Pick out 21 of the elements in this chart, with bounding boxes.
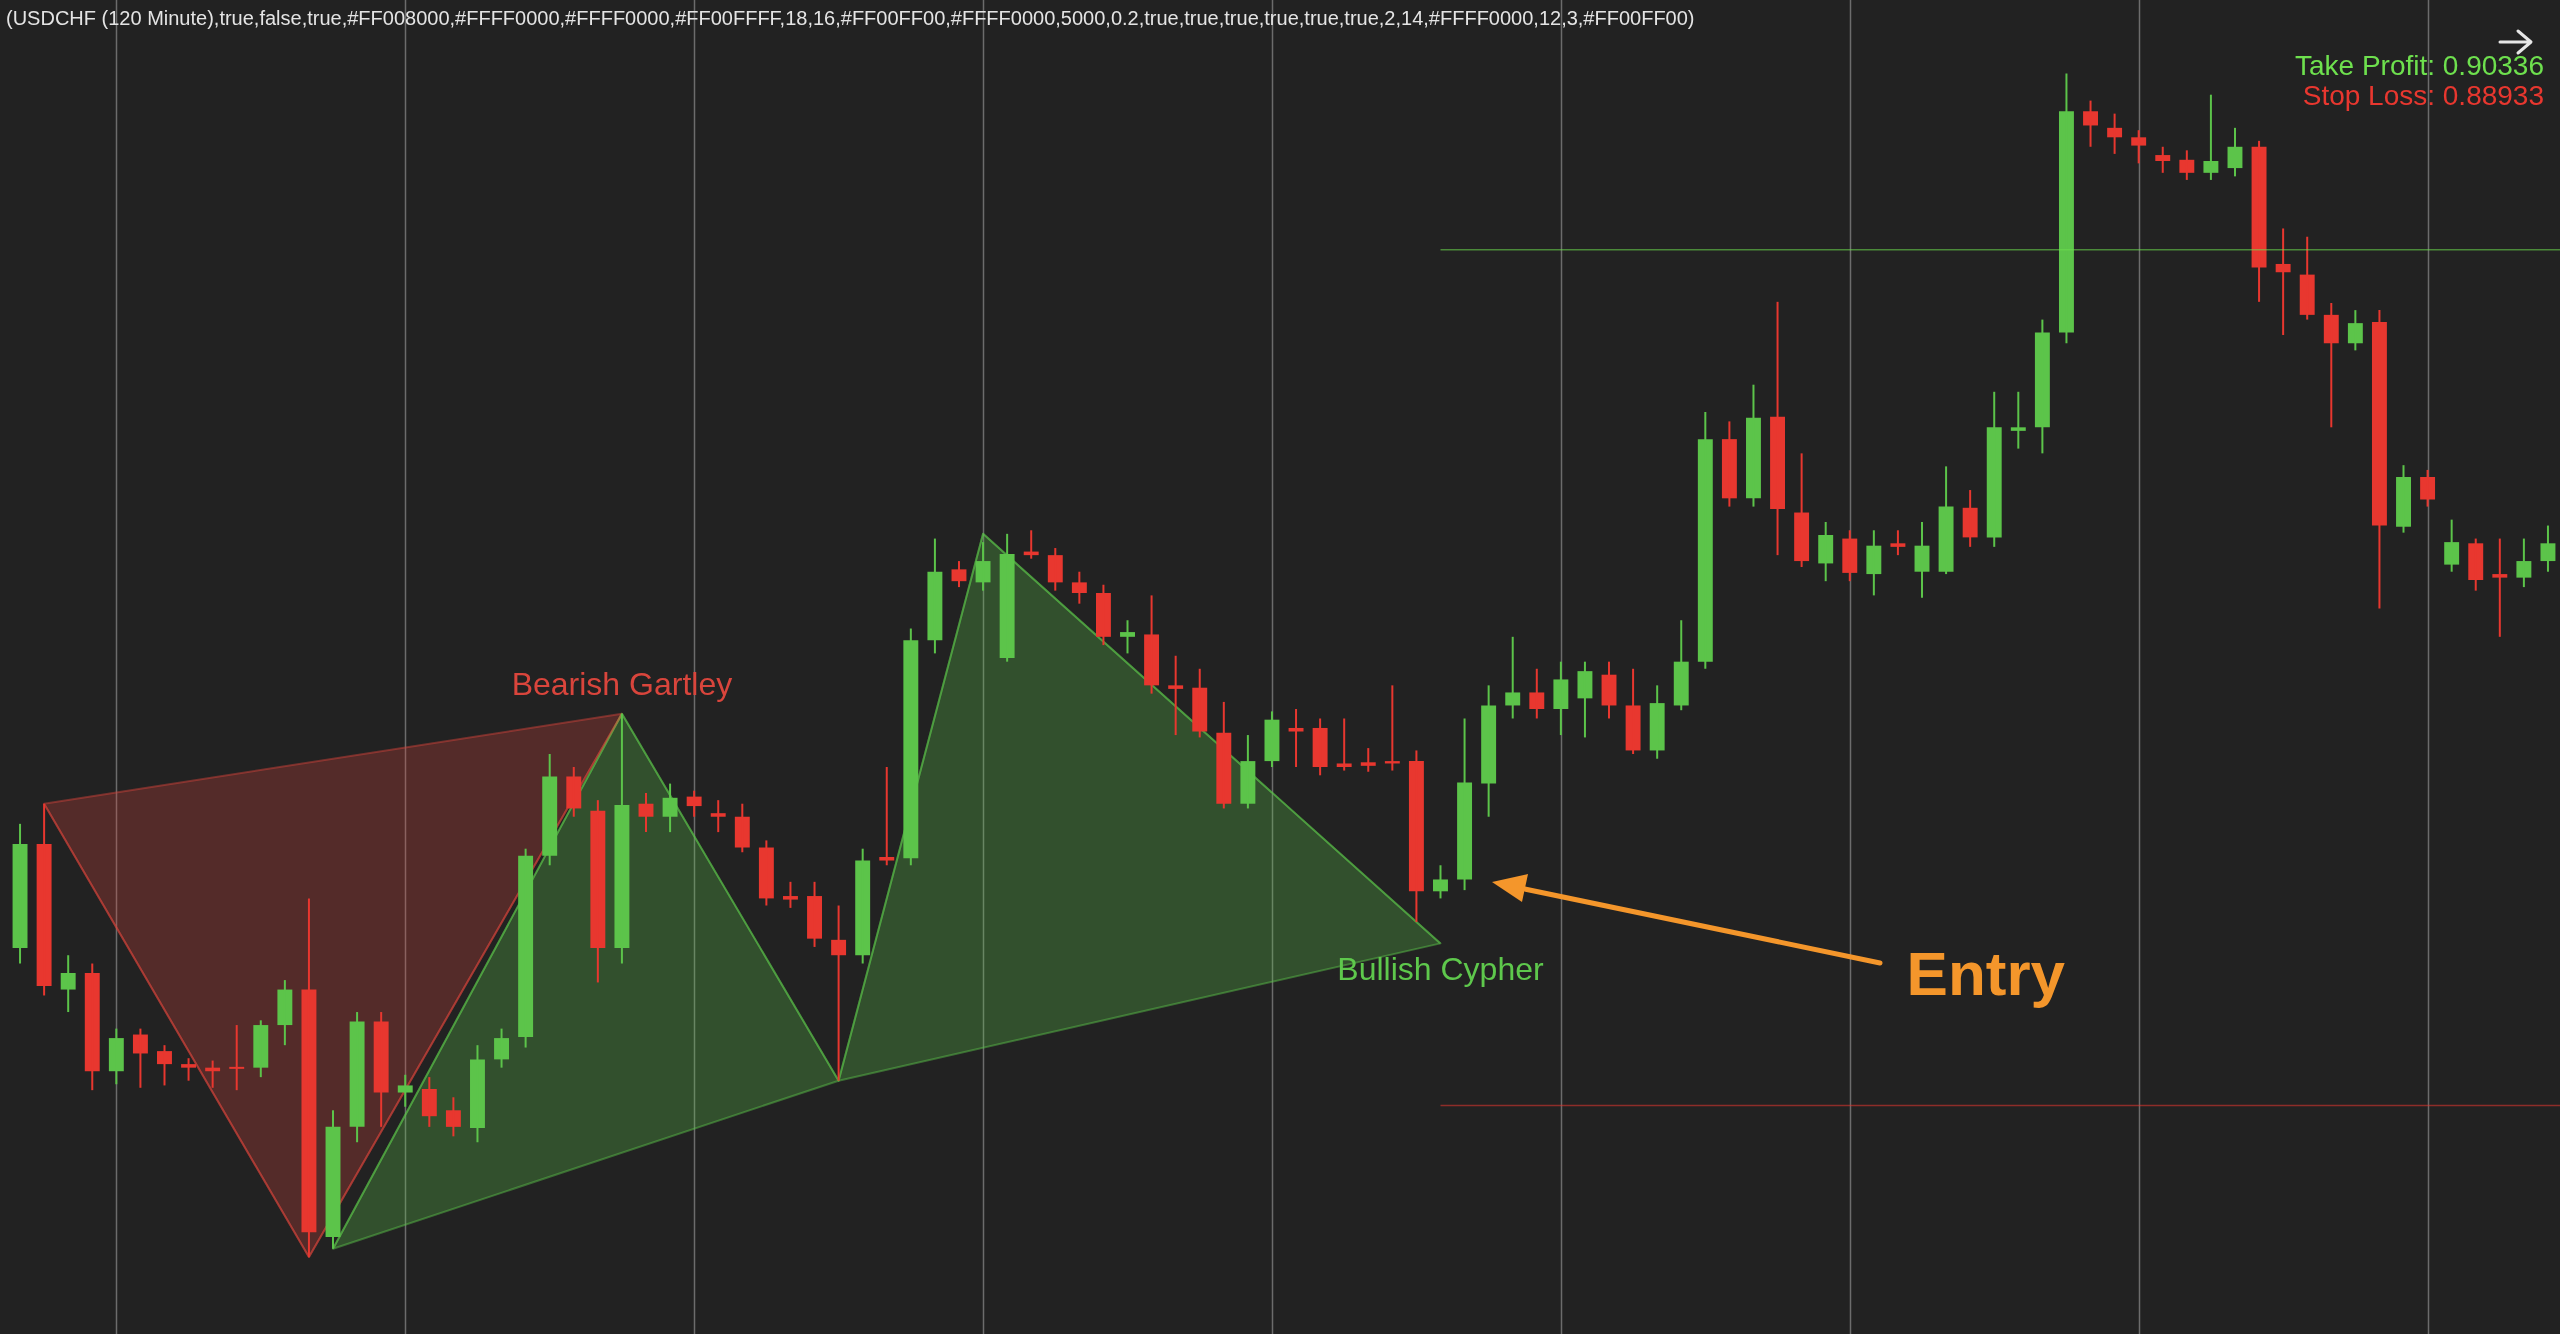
candlestick	[1890, 529, 1906, 557]
chart-title: (USDCHF (120 Minute),true,false,true,#FF008000,#FFFF0000,#FFFF0000,#FF00FFFF,18,16,#FF00FF00,#FFFF0000,5000,0.2,true,true,true,true,true,true,2,14,#FFFF0000,12,3,#FF00FF00)	[6, 6, 1695, 29]
candlestick	[1120, 619, 1135, 655]
candlestick	[1360, 747, 1376, 773]
annotation: Entry	[1906, 938, 2066, 1008]
annotation: Bullish Cypher	[1337, 951, 1544, 988]
candlestick	[1336, 717, 1352, 772]
candlestick	[181, 1057, 197, 1082]
candlestick	[879, 766, 895, 867]
candlestick	[397, 1073, 413, 1108]
annotation: Stop Loss: 0.88933	[2302, 79, 2544, 111]
annotation: Take Profit: 0.90336	[2294, 49, 2544, 81]
candlestick	[1288, 708, 1304, 769]
annotation: Bearish Gartley	[511, 665, 733, 702]
candlestick	[710, 799, 726, 834]
candlestick	[2131, 129, 2147, 165]
candlestick	[782, 880, 798, 909]
candlestick	[1168, 654, 1184, 737]
candlestick	[2010, 390, 2026, 450]
candlestick	[2492, 537, 2508, 638]
candlestick	[1071, 570, 1087, 605]
